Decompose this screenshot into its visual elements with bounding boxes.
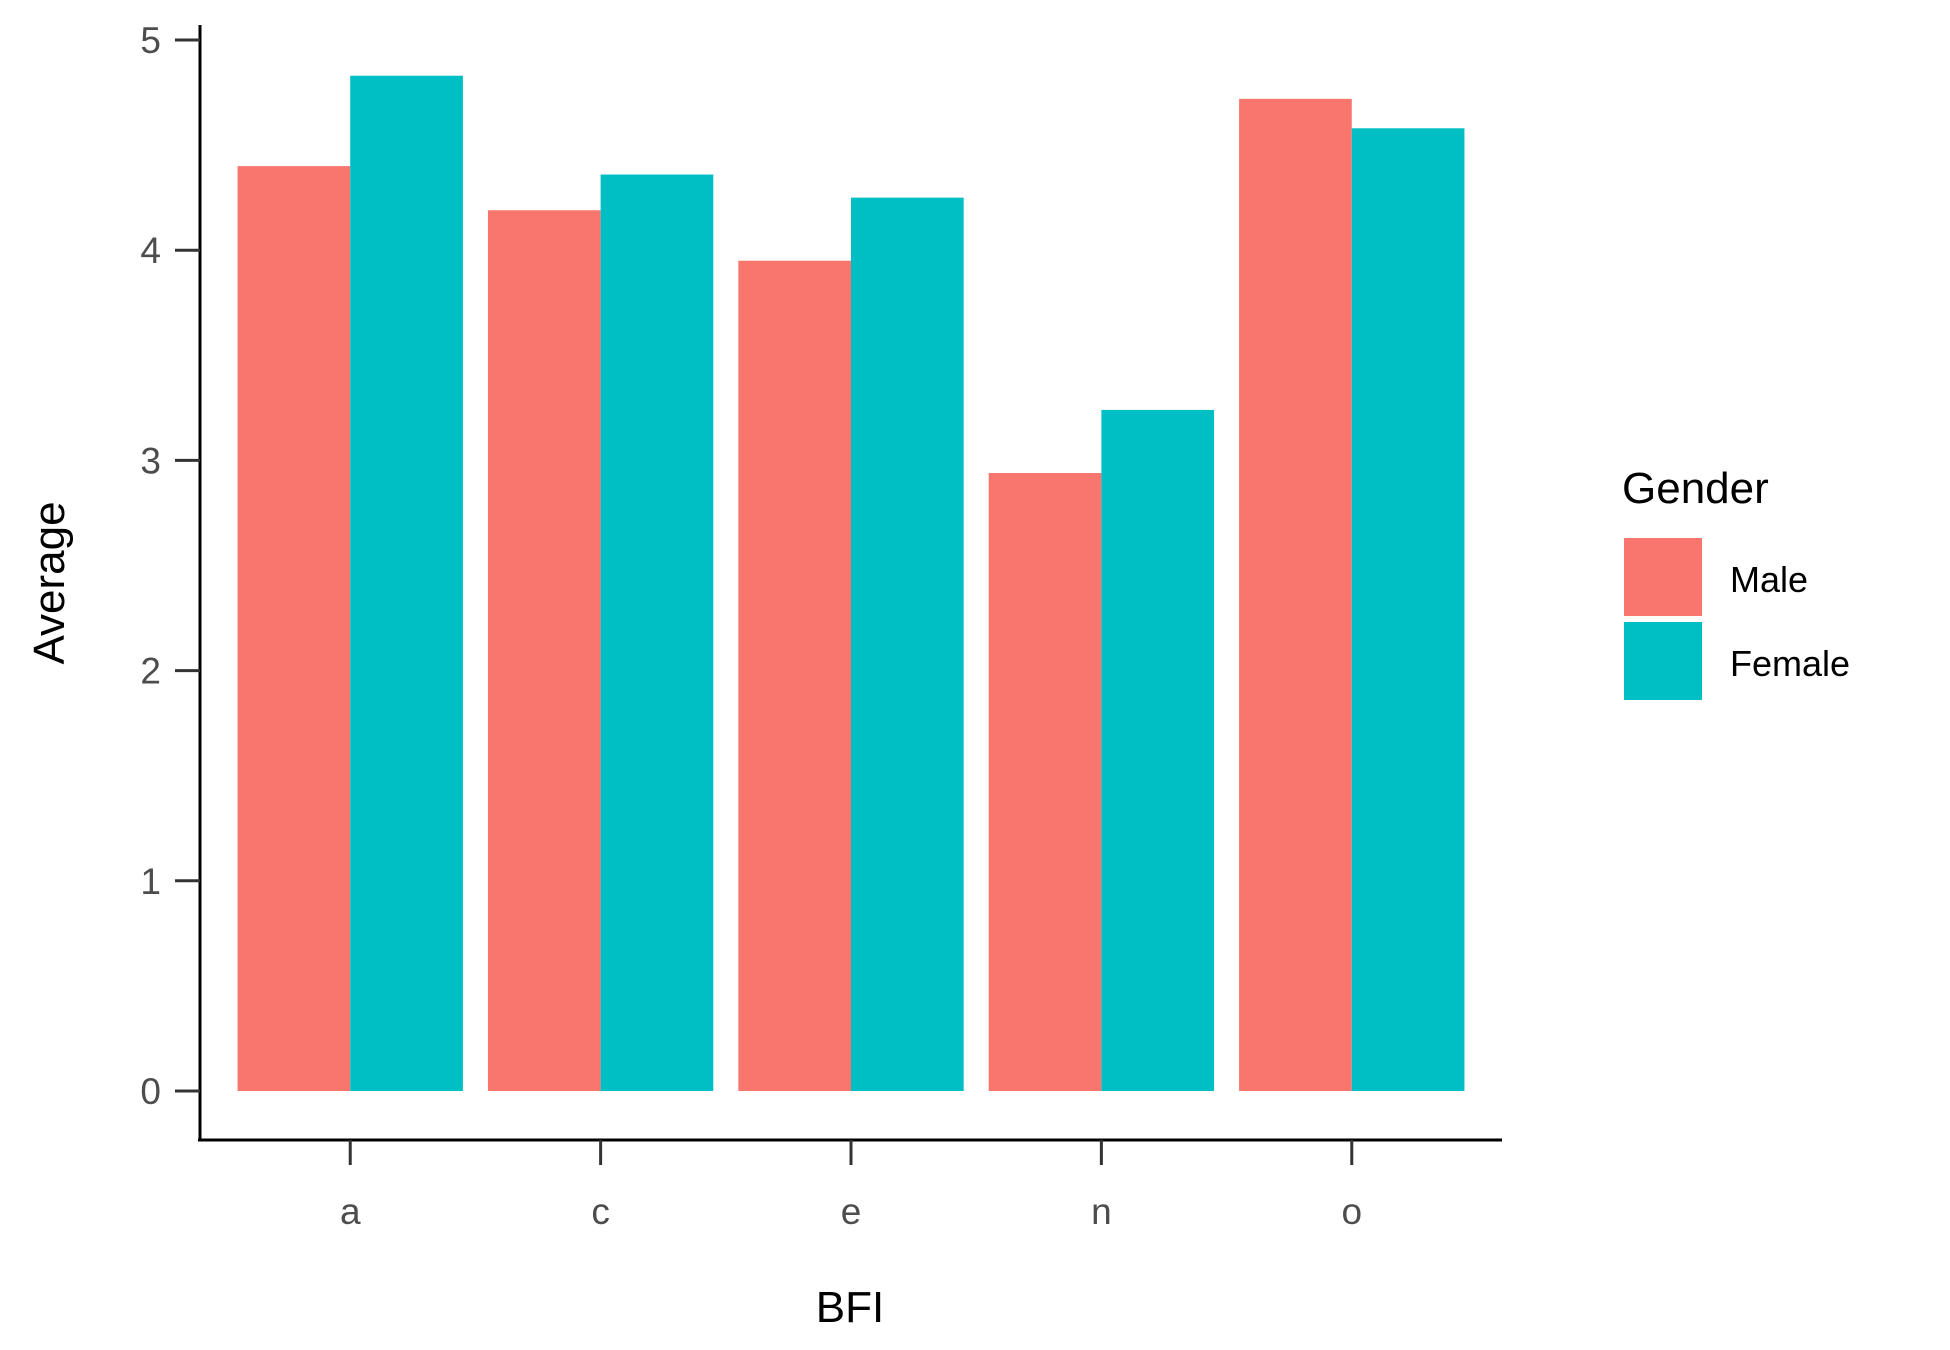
x-tick-label: c — [591, 1191, 610, 1232]
legend-title: Gender — [1622, 464, 1769, 513]
y-axis-title: Average — [25, 501, 74, 664]
x-tick-label: e — [841, 1191, 862, 1232]
bar-o-female — [1351, 128, 1465, 1091]
legend-label-female: Female — [1730, 643, 1850, 684]
y-tick-label: 5 — [140, 20, 161, 61]
y-tick-label: 1 — [140, 861, 161, 902]
legend-key-male — [1624, 538, 1702, 616]
bar-n-female — [1101, 409, 1215, 1091]
y-axis-ticks: 0 1 2 3 4 5 — [140, 20, 200, 1112]
x-tick-label: a — [340, 1191, 361, 1232]
bar-n-male — [988, 473, 1102, 1091]
bar-a-female — [350, 75, 463, 1092]
y-tick-label: 2 — [140, 651, 161, 692]
y-tick-label: 0 — [140, 1071, 161, 1112]
y-tick-label: 4 — [140, 230, 161, 271]
legend: Gender Male Female — [1622, 464, 1850, 700]
x-tick-label: n — [1091, 1191, 1112, 1232]
legend-key-female — [1624, 622, 1702, 700]
bar-a-male — [237, 166, 351, 1091]
legend-label-male: Male — [1730, 559, 1808, 600]
y-tick-label: 3 — [140, 440, 161, 481]
bar-c-male — [487, 210, 601, 1091]
bar-c-female — [600, 174, 714, 1091]
x-tick-label: o — [1341, 1191, 1362, 1232]
bar-e-male — [738, 260, 851, 1092]
bar-o-male — [1239, 98, 1352, 1092]
x-axis-title: BFI — [816, 1283, 884, 1332]
bars-layer — [237, 75, 1465, 1092]
bar-e-female — [851, 197, 964, 1091]
